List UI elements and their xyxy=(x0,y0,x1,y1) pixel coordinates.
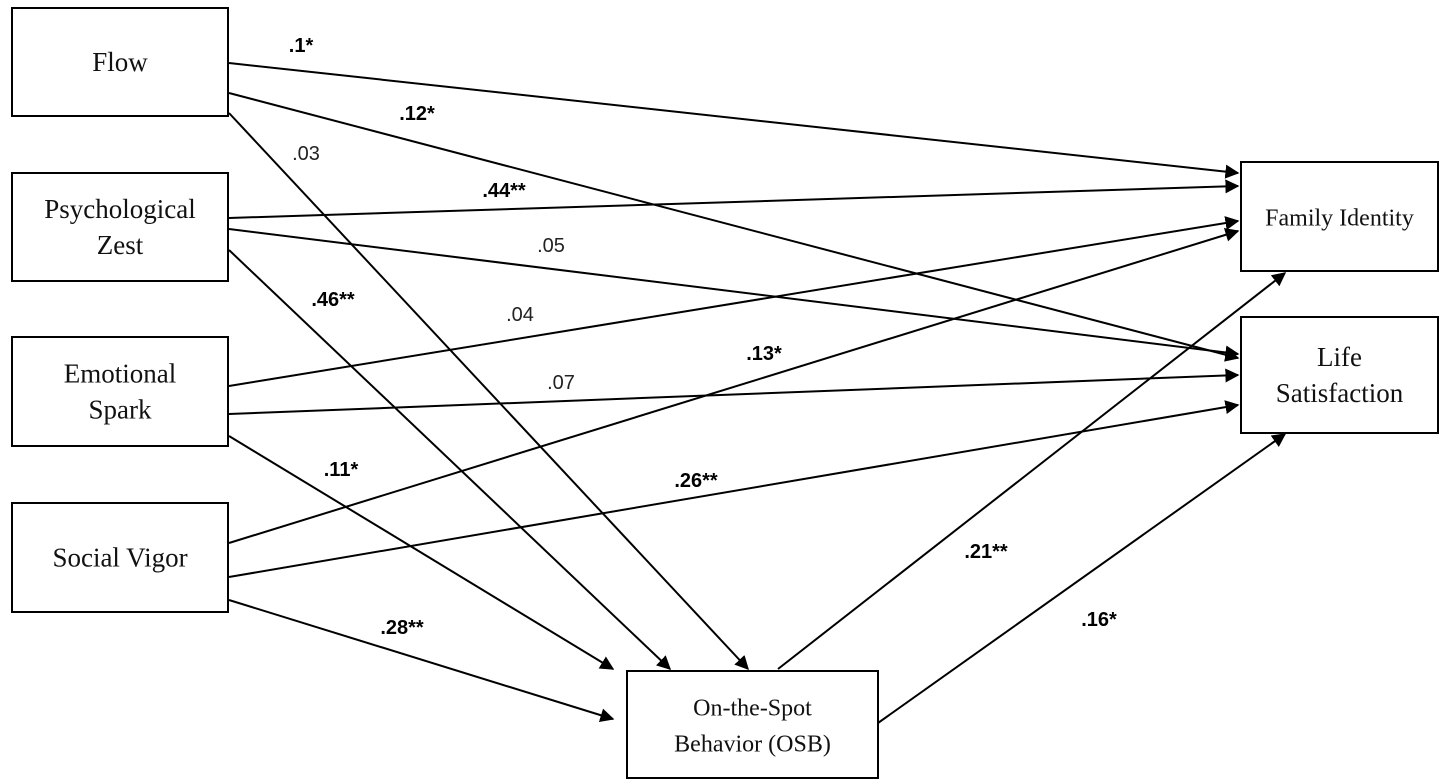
coefficient-label-zest-osb: .46** xyxy=(311,289,355,311)
path-arrow-zest-life xyxy=(228,228,1240,360)
coefficient-label-flow-family: .1* xyxy=(289,35,314,57)
node-label-zest: Psychological xyxy=(44,194,195,224)
node-zest: Psychological Zest xyxy=(11,172,229,282)
node-label-spark: Spark xyxy=(89,395,152,425)
node-label-spark: Emotional xyxy=(64,359,176,389)
node-label-vigor: Social Vigor xyxy=(52,543,187,573)
node-box-family xyxy=(1240,161,1439,272)
path-arrow-vigor-osb xyxy=(228,599,615,722)
node-box-zest xyxy=(11,172,229,282)
coefficient-label-flow-life: .12* xyxy=(399,103,435,125)
coefficient-label-vigor-family: .13* xyxy=(746,343,782,365)
path-arrow-osb-life xyxy=(877,433,1287,724)
node-family: Family Identity xyxy=(1240,161,1439,272)
node-label-zest: Zest xyxy=(97,230,144,260)
coefficient-label-spark-family: .04 xyxy=(506,304,534,326)
path-arrow-flow-osb xyxy=(228,112,749,671)
path-arrow-flow-life xyxy=(228,92,1240,362)
node-vigor: Social Vigor xyxy=(11,502,229,613)
coefficient-label-spark-life: .07 xyxy=(547,372,575,394)
coefficient-label-vigor-osb: .28** xyxy=(380,617,424,639)
node-label-osb: On-the-Spot xyxy=(693,696,812,722)
node-box-flow xyxy=(11,7,229,117)
path-arrow-zest-family xyxy=(228,179,1240,219)
node-box-osb xyxy=(626,670,879,779)
coefficient-label-flow-osb: .03 xyxy=(292,143,320,165)
coefficient-label-osb-life: .16* xyxy=(1081,609,1117,631)
path-arrow-zest-osb xyxy=(228,249,672,670)
node-spark: Emotional Spark xyxy=(11,336,229,447)
node-box-vigor xyxy=(11,502,229,613)
node-label-flow: Flow xyxy=(92,47,148,77)
node-label-family: Family Identity xyxy=(1265,206,1414,232)
node-box-life xyxy=(1240,316,1439,434)
coefficient-label-zest-family: .44** xyxy=(482,180,526,202)
coefficient-label-spark-osb: .11* xyxy=(324,459,359,481)
node-osb: On-the-Spot Behavior (OSB) xyxy=(626,670,879,779)
node-flow: Flow xyxy=(11,7,229,117)
coefficient-label-osb-family: .21** xyxy=(964,541,1008,563)
coefficient-label-zest-life: .05 xyxy=(537,235,565,257)
path-arrow-flow-family xyxy=(228,62,1240,179)
path-arrow-osb-family xyxy=(777,272,1287,670)
node-life: Life Satisfaction xyxy=(1240,316,1439,434)
node-label-life: Life xyxy=(1317,342,1362,372)
path-arrow-vigor-life xyxy=(228,400,1240,578)
path-arrow-spark-family xyxy=(228,216,1240,387)
path-arrow-spark-osb xyxy=(228,435,615,670)
node-label-osb: Behavior (OSB) xyxy=(674,732,831,758)
path-arrow-spark-life xyxy=(228,368,1240,415)
path-arrow-vigor-family xyxy=(228,228,1240,544)
node-label-life: Satisfaction xyxy=(1276,378,1404,408)
coefficient-label-vigor-life: .26** xyxy=(674,470,718,492)
node-box-spark xyxy=(11,336,229,447)
